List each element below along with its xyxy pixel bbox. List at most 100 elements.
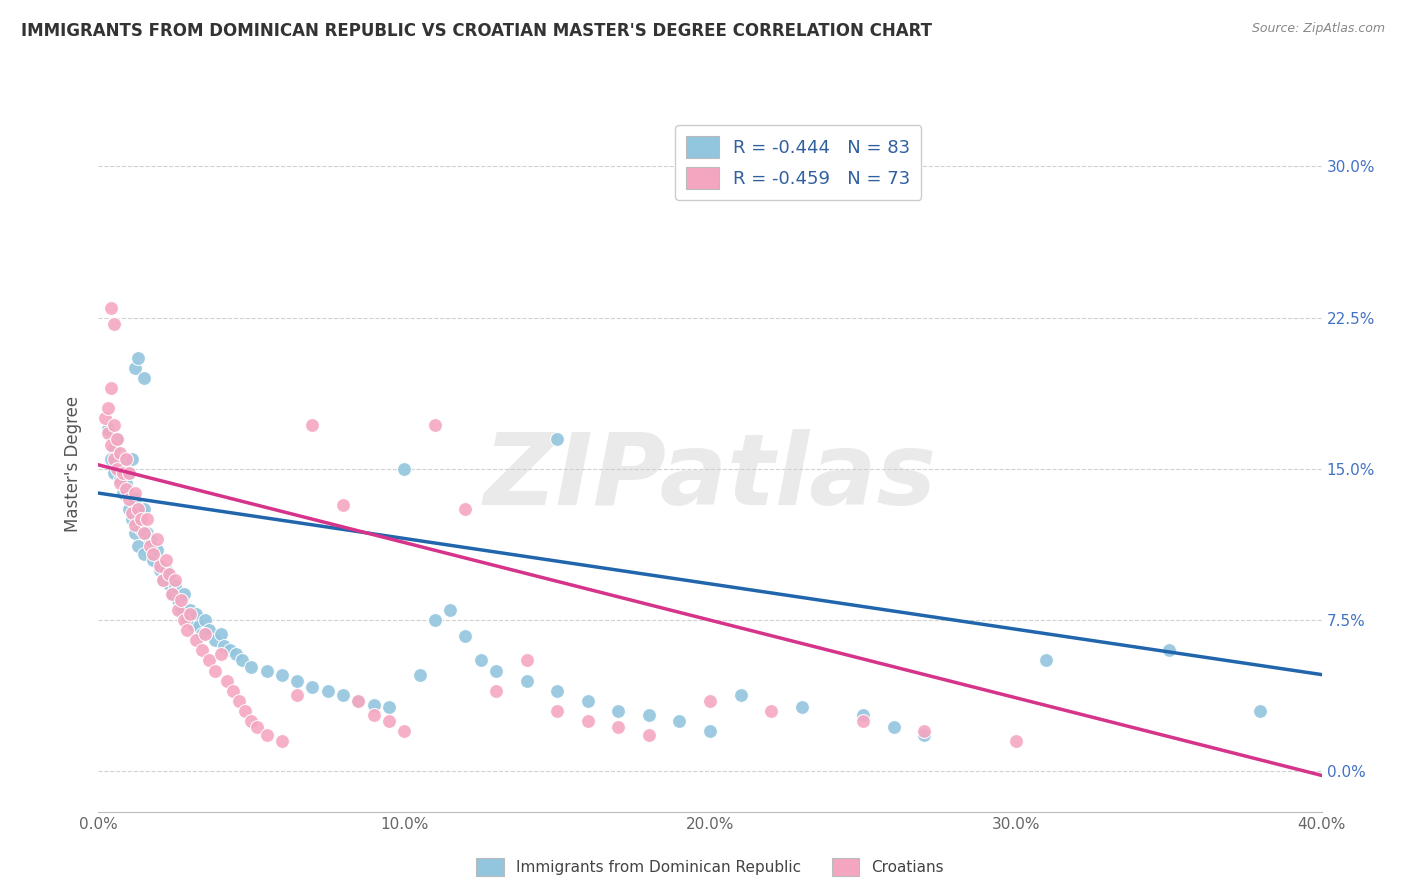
Point [194, 613, 217, 627]
Point [378, 714, 401, 728]
Point [699, 694, 721, 708]
Point [152, 573, 174, 587]
Point [127, 539, 149, 553]
Point [139, 533, 162, 547]
Point [270, 667, 292, 681]
Point [173, 613, 195, 627]
Point [607, 720, 630, 734]
Point [176, 613, 198, 627]
Point [1004, 734, 1026, 748]
Point [149, 558, 172, 573]
Point [134, 526, 156, 541]
Point [93, 411, 115, 425]
Point [256, 664, 278, 678]
Point [111, 486, 134, 500]
Point [408, 667, 430, 681]
Point [204, 633, 226, 648]
Legend: Immigrants from Dominican Republic, Croatians: Immigrants from Dominican Republic, Croa… [468, 850, 952, 884]
Point [145, 533, 167, 547]
Point [121, 512, 143, 526]
Point [170, 593, 193, 607]
Point [637, 707, 661, 722]
Point [912, 724, 935, 739]
Point [191, 643, 214, 657]
Point [285, 688, 308, 702]
Point [97, 401, 120, 416]
Point [186, 607, 208, 621]
Point [231, 653, 253, 667]
Point [423, 613, 446, 627]
Point [454, 502, 477, 516]
Point [160, 587, 183, 601]
Point [155, 552, 177, 566]
Point [145, 542, 167, 557]
Point [215, 673, 238, 688]
Point [118, 466, 141, 480]
Point [197, 653, 219, 667]
Point [129, 522, 152, 536]
Point [301, 680, 323, 694]
Point [118, 502, 141, 516]
Point [108, 472, 131, 486]
Point [392, 462, 416, 476]
Point [127, 506, 149, 520]
Point [285, 673, 308, 688]
Point [197, 624, 219, 638]
Point [103, 442, 125, 456]
Point [121, 451, 143, 466]
Point [194, 627, 217, 641]
Point [730, 688, 752, 702]
Point [228, 694, 250, 708]
Point [160, 587, 183, 601]
Point [115, 482, 138, 496]
Point [121, 506, 143, 520]
Point [912, 728, 935, 742]
Point [149, 563, 172, 577]
Point [699, 724, 721, 739]
Point [167, 593, 190, 607]
Point [124, 492, 146, 507]
Point [347, 694, 370, 708]
Text: Source: ZipAtlas.com: Source: ZipAtlas.com [1251, 22, 1385, 36]
Point [157, 577, 180, 591]
Point [129, 512, 152, 526]
Point [1035, 653, 1057, 667]
Point [233, 704, 256, 718]
Point [222, 683, 245, 698]
Point [134, 371, 156, 385]
Point [439, 603, 461, 617]
Point [127, 351, 149, 365]
Point [97, 421, 120, 435]
Point [485, 683, 508, 698]
Point [1157, 643, 1180, 657]
Point [181, 617, 204, 632]
Point [167, 603, 190, 617]
Point [100, 451, 122, 466]
Point [516, 673, 538, 688]
Point [108, 475, 131, 490]
Point [103, 317, 125, 331]
Point [332, 688, 354, 702]
Point [124, 486, 146, 500]
Point [546, 683, 568, 698]
Point [118, 466, 141, 480]
Point [188, 619, 211, 633]
Point [240, 714, 263, 728]
Point [142, 552, 165, 566]
Point [209, 648, 232, 662]
Point [134, 547, 156, 561]
Point [270, 734, 292, 748]
Point [105, 432, 128, 446]
Point [124, 526, 146, 541]
Point [170, 603, 193, 617]
Point [108, 446, 131, 460]
Point [256, 728, 278, 742]
Point [186, 633, 208, 648]
Point [332, 498, 354, 512]
Point [103, 417, 125, 432]
Point [883, 720, 905, 734]
Point [191, 627, 214, 641]
Point [157, 566, 180, 581]
Point [363, 707, 385, 722]
Point [423, 417, 446, 432]
